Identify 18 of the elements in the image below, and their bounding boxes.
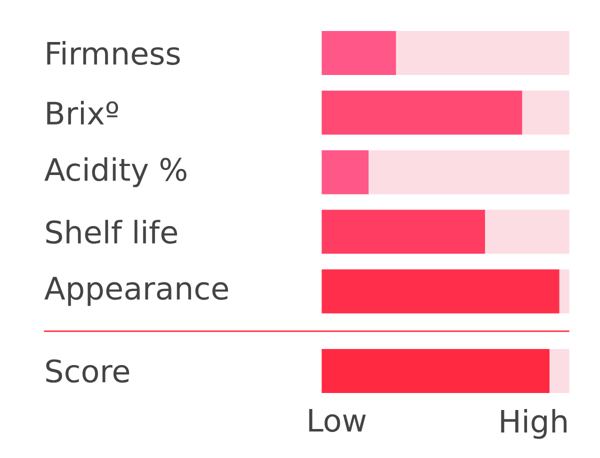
y-tick-label: Shelf life (46, 220, 178, 244)
bar (559, 269, 570, 314)
bar (322, 150, 369, 194)
y-tick-label: Score (46, 359, 130, 383)
annotation: High (501, 408, 566, 439)
bar (522, 90, 570, 135)
bar (322, 269, 560, 314)
bar (322, 31, 396, 76)
y-tick-label: Acidity % (44, 157, 186, 188)
y-tick-label: Appearance (44, 276, 228, 306)
annotation: Low (309, 409, 366, 432)
y-tick-label: Firmness (47, 41, 180, 65)
bar (368, 150, 570, 194)
bar (322, 210, 486, 254)
y-tick-label: Brixº (47, 100, 118, 124)
bar (396, 31, 570, 76)
bar (322, 90, 522, 135)
bar (485, 210, 570, 254)
